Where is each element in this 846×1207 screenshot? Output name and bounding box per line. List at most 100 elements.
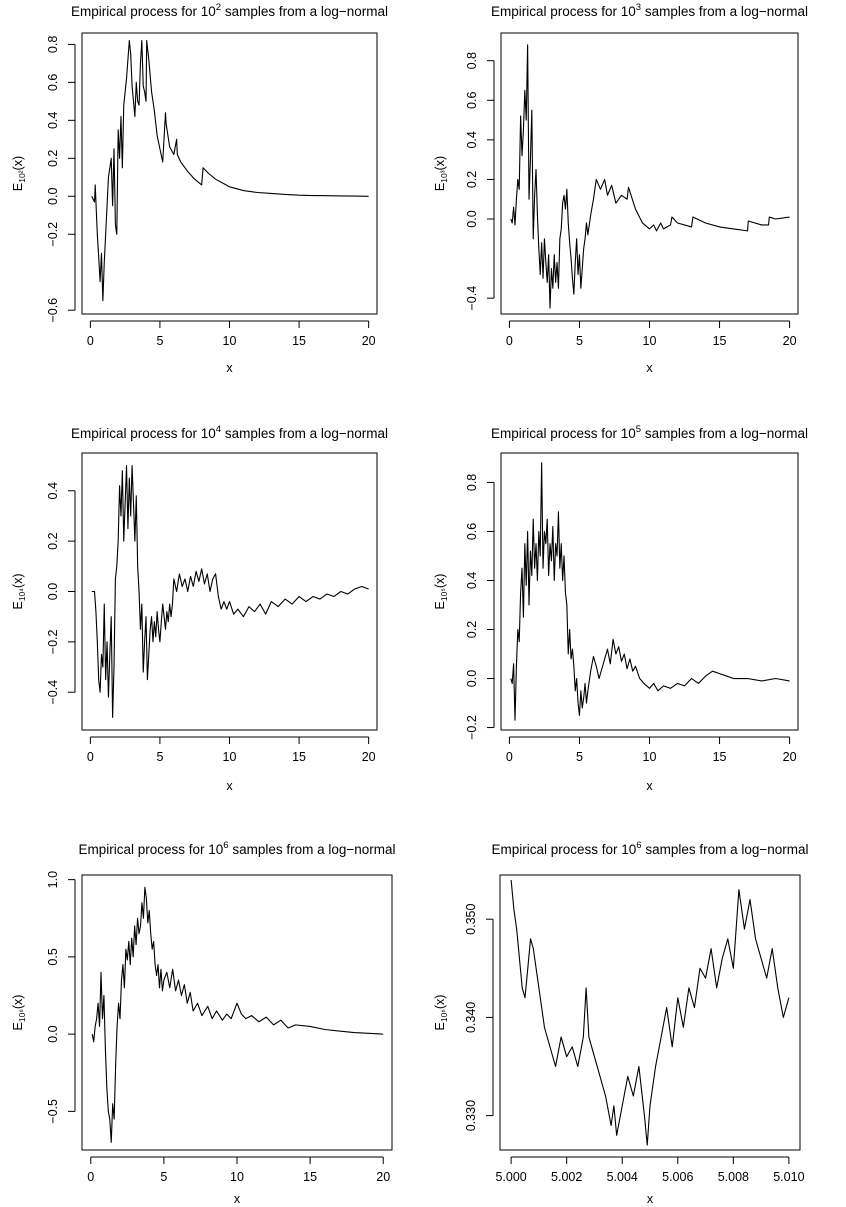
y-axis-label: E10⁶(x)	[11, 995, 27, 1031]
panel-6: Empirical process for 106 samples from a…	[433, 840, 809, 1206]
chart-title: Empirical process for 106 samples from a…	[78, 840, 395, 857]
y-axis-label: E10⁵(x)	[433, 574, 449, 610]
x-tick-label: 5.006	[662, 1170, 693, 1184]
x-tick-label: 5.010	[773, 1170, 804, 1184]
x-tick-label: 15	[713, 334, 727, 348]
x-tick-label: 20	[783, 750, 797, 764]
y-tick-label: 0.6	[465, 92, 479, 109]
x-tick-label: 15	[303, 1170, 317, 1184]
x-tick-label: 0	[506, 750, 513, 764]
y-tick-label: 0.4	[465, 572, 479, 589]
plot-frame	[81, 452, 378, 731]
panel-1: Empirical process for 102 samples from a…	[11, 2, 388, 375]
title-text: Empirical process for 10	[491, 842, 636, 857]
x-tick-label: 10	[223, 334, 237, 348]
empirical-process-line	[510, 879, 790, 1146]
x-tick-label: 0	[87, 334, 94, 348]
y-tick-label: 0.2	[465, 171, 479, 188]
chart-title: Empirical process for 106 samples from a…	[491, 840, 808, 857]
y-axis-label: E10³(x)	[433, 156, 449, 191]
title-exponent: 6	[636, 840, 641, 851]
y-tick-label: 0.0	[46, 188, 60, 205]
x-tick-label: 5	[576, 750, 583, 764]
x-tick-label: 5.008	[718, 1170, 749, 1184]
x-axis-label: x	[647, 1192, 654, 1206]
panel-3: Empirical process for 104 samples from a…	[11, 424, 388, 793]
title-text: Empirical process for 10	[71, 426, 216, 441]
title-text-rest: samples from a log−normal	[642, 842, 809, 857]
y-tick-label: 0.0	[465, 670, 479, 687]
x-tick-label: 10	[230, 1170, 244, 1184]
title-text-rest: samples from a log−normal	[221, 4, 388, 19]
x-tick-label: 20	[362, 750, 376, 764]
plot-frame	[499, 874, 801, 1151]
x-axis-label: x	[226, 361, 233, 375]
title-text: Empirical process for 10	[491, 4, 636, 19]
y-tick-label: −0.4	[465, 286, 479, 311]
y-tick-label: 0.6	[465, 523, 479, 540]
x-axis-label: x	[646, 779, 653, 793]
y-tick-label: 1.0	[46, 871, 60, 888]
x-tick-label: 5	[160, 1170, 167, 1184]
plot-frame	[81, 874, 393, 1151]
title-text: Empirical process for 10	[71, 4, 216, 19]
empirical-process-line	[91, 465, 369, 718]
title-exponent: 5	[636, 424, 641, 435]
y-tick-label: 0.350	[464, 904, 478, 935]
empirical-process-line	[91, 886, 384, 1143]
y-tick-label: 0.330	[464, 1100, 478, 1131]
y-tick-label: −0.5	[46, 1099, 60, 1124]
y-axis-label: E10²(x)	[11, 156, 27, 191]
y-tick-label: 0.4	[465, 131, 479, 148]
title-exponent: 6	[223, 840, 228, 851]
plot-frame	[500, 452, 799, 731]
empirical-process-line	[91, 40, 369, 302]
y-axis-label: E10⁶(x)	[433, 995, 449, 1031]
y-tick-label: −0.2	[46, 629, 60, 654]
y-tick-label: 0.5	[46, 948, 60, 965]
title-text-rest: samples from a log−normal	[641, 4, 808, 19]
title-text-rest: samples from a log−normal	[229, 842, 396, 857]
y-tick-label: 0.0	[46, 583, 60, 600]
plot-frame	[81, 32, 378, 315]
y-tick-label: 0.8	[465, 474, 479, 491]
x-axis-label: x	[646, 361, 653, 375]
x-tick-label: 15	[292, 334, 306, 348]
x-tick-label: 20	[362, 334, 376, 348]
panel-5: Empirical process for 106 samples from a…	[11, 840, 396, 1206]
x-tick-label: 5.004	[607, 1170, 638, 1184]
title-text-rest: samples from a log−normal	[641, 426, 808, 441]
y-tick-label: 0.6	[46, 74, 60, 91]
y-tick-label: 0.340	[464, 1002, 478, 1033]
title-text: Empirical process for 10	[78, 842, 223, 857]
title-exponent: 3	[636, 2, 641, 13]
y-tick-label: −0.2	[46, 222, 60, 247]
panel-4: Empirical process for 105 samples from a…	[433, 424, 808, 793]
y-tick-label: 0.8	[46, 36, 60, 53]
x-tick-label: 20	[376, 1170, 390, 1184]
x-tick-label: 20	[783, 334, 797, 348]
chart-title: Empirical process for 103 samples from a…	[491, 2, 808, 19]
x-tick-label: 15	[713, 750, 727, 764]
y-tick-label: 0.0	[465, 210, 479, 227]
x-tick-label: 10	[643, 750, 657, 764]
x-tick-label: 0	[87, 1170, 94, 1184]
y-tick-label: 0.8	[465, 52, 479, 69]
x-tick-label: 5	[156, 334, 163, 348]
y-tick-label: 0.4	[46, 112, 60, 129]
x-tick-label: 5	[576, 334, 583, 348]
x-tick-label: 5	[156, 750, 163, 764]
y-axis-label: E10⁴(x)	[11, 573, 27, 609]
title-text-rest: samples from a log−normal	[221, 426, 388, 441]
empirical-process-line	[510, 44, 790, 309]
y-tick-label: −0.4	[46, 680, 60, 705]
x-axis-label: x	[226, 779, 233, 793]
y-tick-label: 0.2	[46, 532, 60, 549]
y-tick-label: 0.4	[46, 482, 60, 499]
chart-title: Empirical process for 102 samples from a…	[71, 2, 388, 19]
chart-title: Empirical process for 104 samples from a…	[71, 424, 388, 441]
chart-title: Empirical process for 105 samples from a…	[491, 424, 808, 441]
y-tick-label: −0.2	[465, 715, 479, 740]
y-tick-label: −0.6	[46, 298, 60, 323]
